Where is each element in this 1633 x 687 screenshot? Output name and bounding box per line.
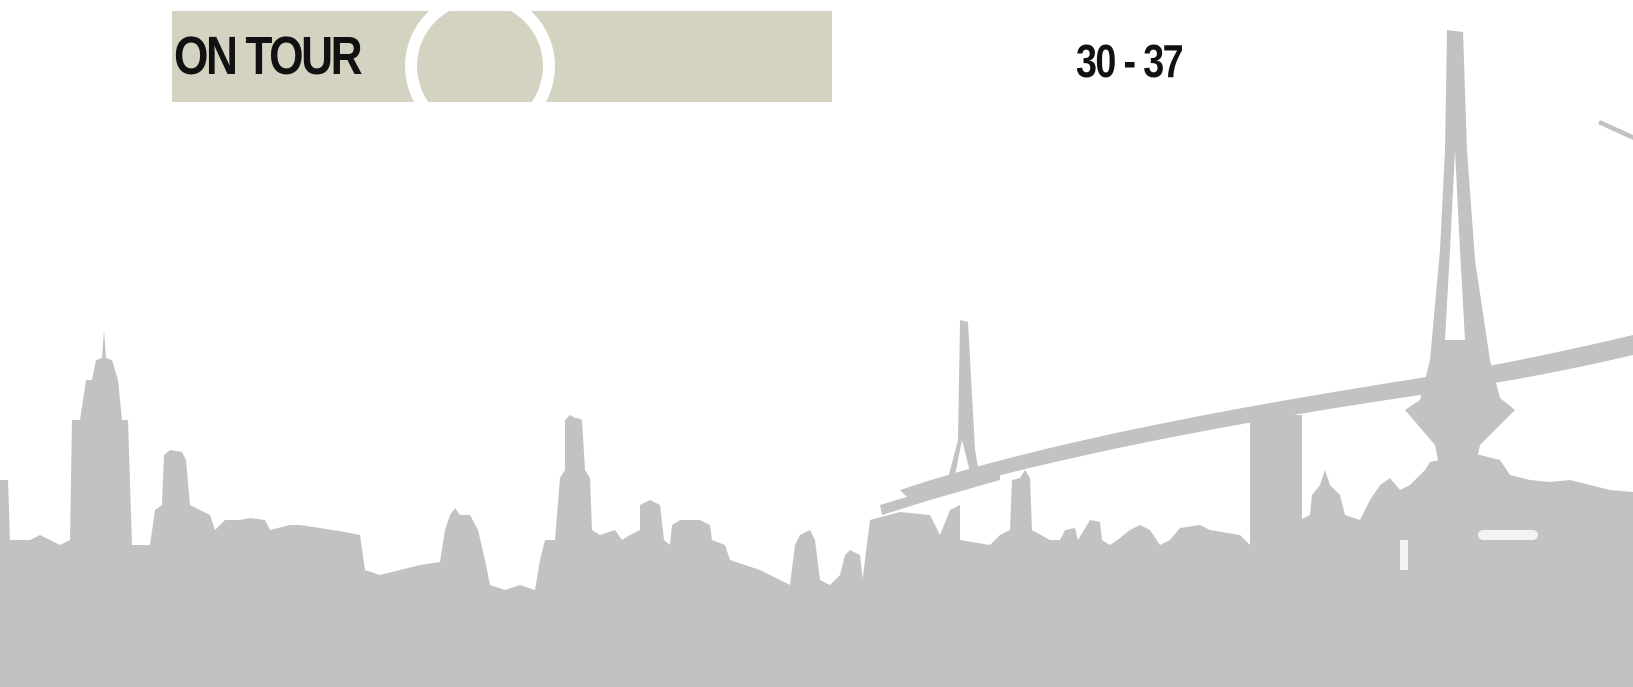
bridge-pier xyxy=(1250,415,1302,605)
left-skyline xyxy=(0,330,865,687)
middle-skyline xyxy=(860,470,1250,600)
section-title: ON TOUR xyxy=(174,26,363,86)
skyline-highlight xyxy=(1478,530,1538,540)
skyline-highlight xyxy=(1400,540,1408,570)
right-skyline xyxy=(1300,455,1633,600)
bridge-cables xyxy=(1598,120,1633,140)
large-bridge-tower xyxy=(1405,30,1515,470)
page-range: 30 - 37 xyxy=(1076,35,1184,87)
header-band xyxy=(172,11,832,102)
small-bridge-tower xyxy=(945,320,980,490)
